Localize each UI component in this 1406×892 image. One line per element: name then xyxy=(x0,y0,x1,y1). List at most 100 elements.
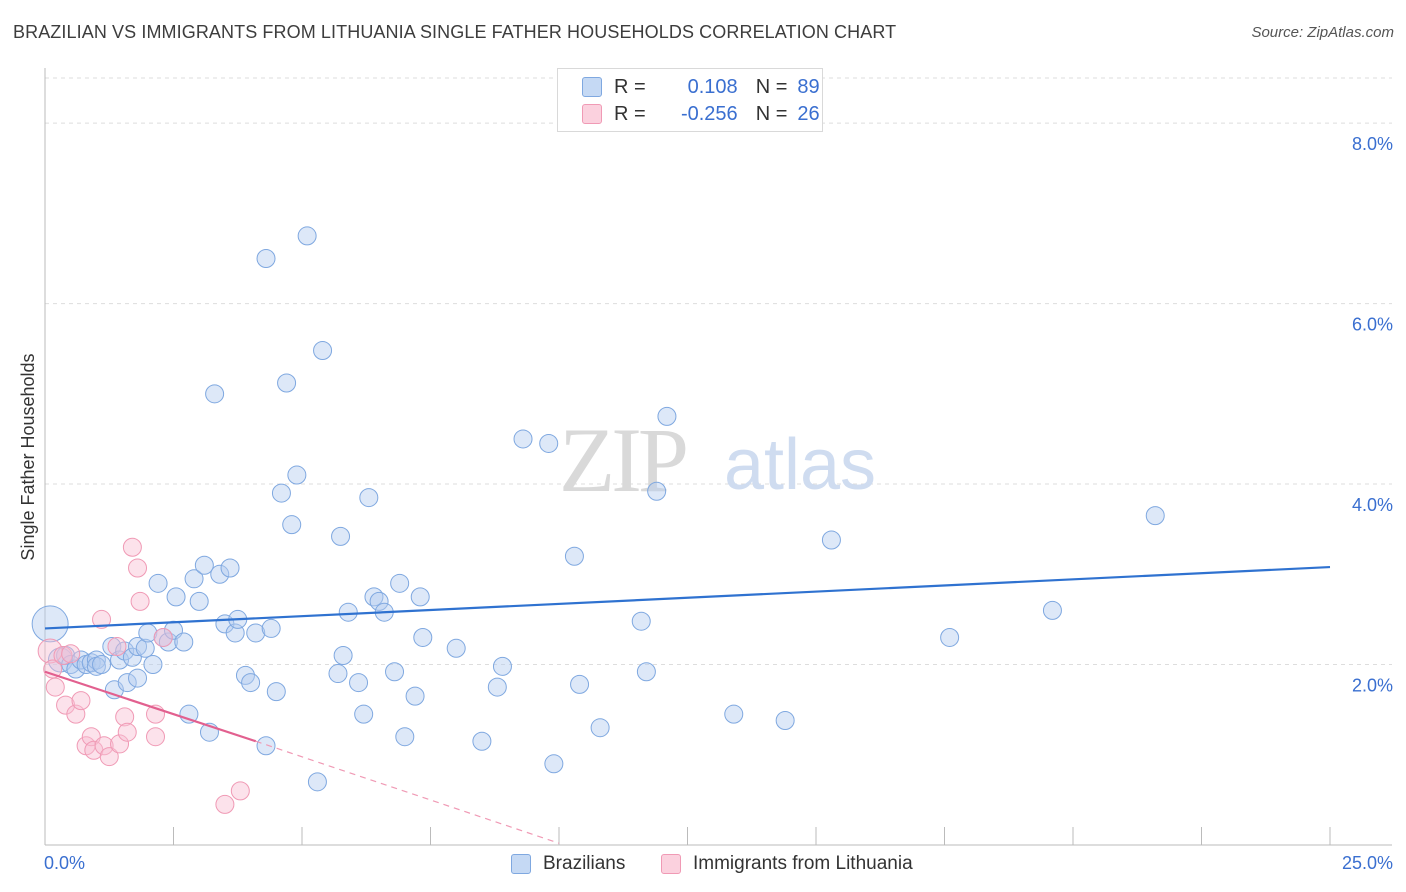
point-brazilians xyxy=(246,623,266,643)
point-brazilians xyxy=(413,627,433,647)
trend-lines xyxy=(44,565,1331,844)
point-lithuania xyxy=(128,558,148,578)
legend-n-value: 89 xyxy=(797,75,820,98)
point-brazilians xyxy=(570,674,590,694)
y-tick-label: 4.0% xyxy=(1352,495,1393,515)
point-brazilians xyxy=(385,662,405,682)
y-tick-label: 2.0% xyxy=(1352,676,1393,696)
tick-labels: 2.0% 4.0% 6.0% 8.0% 0.0% 25.0% xyxy=(44,134,1393,873)
point-brazilians xyxy=(287,465,307,485)
point-brazilians xyxy=(205,384,225,404)
point-lithuania xyxy=(230,781,250,801)
legend-r-label: R = xyxy=(614,75,646,98)
data-points xyxy=(31,226,1165,814)
point-brazilians xyxy=(282,515,302,535)
point-brazilians xyxy=(135,638,155,658)
x-tick-label: 0.0% xyxy=(44,853,85,873)
legend-label-lithuania: Immigrants from Lithuania xyxy=(693,853,913,874)
point-lithuania xyxy=(107,636,127,656)
legend-n-label: N = xyxy=(755,75,788,98)
point-brazilians xyxy=(775,710,795,730)
watermark-zip: ZIP xyxy=(559,409,686,511)
point-brazilians xyxy=(117,673,137,693)
point-lithuania xyxy=(92,609,112,629)
point-brazilians xyxy=(313,341,333,361)
point-brazilians xyxy=(166,587,186,607)
point-brazilians xyxy=(472,731,492,751)
point-brazilians xyxy=(1145,506,1165,526)
legend-row-brazilians: R = 0.108 N = 89 xyxy=(582,75,820,99)
point-brazilians xyxy=(544,754,564,774)
point-brazilians xyxy=(359,488,379,508)
point-brazilians xyxy=(210,564,230,584)
point-lithuania xyxy=(153,627,173,647)
point-brazilians xyxy=(395,727,415,747)
point-brazilians xyxy=(256,736,276,756)
point-brazilians xyxy=(148,573,168,593)
axes xyxy=(44,68,1392,846)
legend-r-value: -0.256 xyxy=(680,102,738,125)
point-lithuania xyxy=(117,722,137,742)
y-axis-label: Single Father Households xyxy=(18,353,38,560)
point-brazilians xyxy=(390,573,410,593)
point-lithuania xyxy=(115,707,135,727)
point-brazilians xyxy=(143,655,163,675)
point-lithuania xyxy=(45,677,65,697)
watermark-atlas: atlas xyxy=(724,425,876,505)
trendline-brazilians xyxy=(44,565,1331,630)
legend-swatch-brazilians xyxy=(582,77,602,97)
point-lithuania xyxy=(110,734,130,754)
point-brazilians xyxy=(184,569,204,589)
point-brazilians xyxy=(647,481,667,501)
point-brazilians xyxy=(271,483,291,503)
point-brazilians xyxy=(220,558,240,578)
point-lithuania xyxy=(130,591,150,611)
point-brazilians xyxy=(446,638,466,658)
point-brazilians xyxy=(328,664,348,684)
trendline-lithuania xyxy=(44,670,257,743)
point-brazilians xyxy=(261,618,281,638)
legend-item-lithuania: Immigrants from Lithuania xyxy=(661,853,913,875)
point-brazilians xyxy=(92,655,112,675)
point-brazilians xyxy=(277,373,297,393)
point-brazilians xyxy=(338,602,358,622)
point-brazilians xyxy=(657,406,677,426)
legend-item-brazilians: Brazilians xyxy=(511,853,625,875)
point-brazilians xyxy=(940,627,960,647)
x-tick-label: 25.0% xyxy=(1342,853,1393,873)
legend-n-label: N = xyxy=(755,102,788,125)
legend-r-value: 0.108 xyxy=(687,75,738,98)
point-brazilians xyxy=(189,591,209,611)
point-brazilians xyxy=(354,704,374,724)
point-brazilians xyxy=(636,662,656,682)
point-brazilians xyxy=(349,673,369,693)
point-lithuania xyxy=(61,644,81,664)
point-brazilians xyxy=(487,677,507,697)
source-label: Source: ZipAtlas.com xyxy=(1251,24,1394,41)
point-brazilians xyxy=(369,591,389,611)
y-tick-label: 8.0% xyxy=(1352,134,1393,154)
point-brazilians xyxy=(1042,600,1062,620)
point-brazilians xyxy=(256,248,276,268)
point-lithuania xyxy=(122,537,142,557)
point-brazilians xyxy=(492,656,512,676)
point-brazilians xyxy=(241,673,261,693)
grid-lines xyxy=(45,77,1392,666)
point-brazilians xyxy=(724,704,744,724)
point-lithuania xyxy=(53,646,73,666)
point-brazilians xyxy=(297,226,317,246)
legend-swatch-lithuania xyxy=(661,854,681,874)
point-brazilians xyxy=(590,718,610,738)
series-legend: Brazilians Immigrants from Lithuania xyxy=(0,850,1406,878)
point-brazilians xyxy=(821,530,841,550)
point-brazilians xyxy=(307,772,327,792)
correlation-legend: R = 0.108 N = 89 R = -0.256 N = 26 xyxy=(557,68,823,132)
point-brazilians xyxy=(174,632,194,652)
point-brazilians xyxy=(405,686,425,706)
point-brazilians xyxy=(631,611,651,631)
point-brazilians xyxy=(513,429,533,449)
point-lithuania xyxy=(215,794,235,814)
point-lithuania xyxy=(94,736,114,756)
point-brazilians xyxy=(128,668,148,688)
